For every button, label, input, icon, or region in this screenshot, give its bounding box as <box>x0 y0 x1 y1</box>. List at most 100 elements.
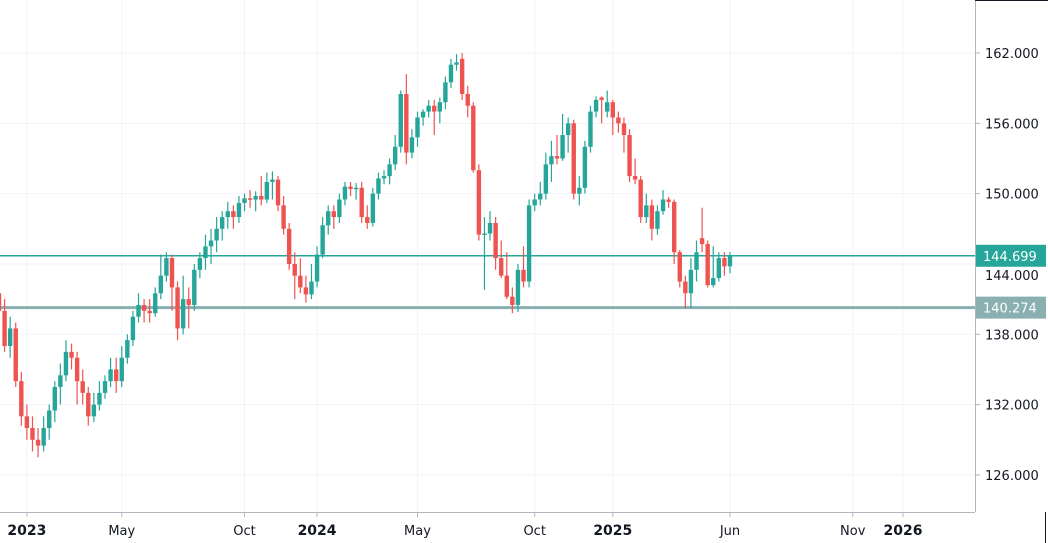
time-tick-label: 2025 <box>593 523 632 539</box>
candle-up <box>337 193 342 223</box>
candle-body <box>515 269 521 305</box>
candle-body <box>275 179 281 206</box>
candle-body <box>130 316 136 341</box>
candle-body <box>164 258 169 276</box>
candle-body <box>392 146 398 165</box>
candle-up <box>420 109 426 126</box>
candle-body <box>577 187 582 194</box>
candle-body <box>320 225 325 255</box>
candle-down <box>231 205 236 229</box>
candle-down <box>298 258 303 294</box>
time-tick-label: Oct <box>233 524 255 539</box>
candle-body <box>437 102 443 112</box>
candle-down <box>113 357 119 393</box>
candle-down <box>80 369 85 405</box>
candle-down <box>2 299 7 352</box>
candle-body <box>175 287 180 329</box>
candle-body <box>141 304 147 311</box>
candle-down <box>459 53 465 100</box>
candle-body <box>671 201 677 253</box>
candle-down <box>671 199 677 264</box>
candle-body <box>655 211 660 229</box>
candle-up <box>376 172 381 200</box>
candle-up <box>7 316 13 358</box>
candle-up <box>197 252 203 279</box>
candle-body <box>365 217 370 223</box>
candle-down <box>432 99 437 136</box>
candle-up <box>387 158 392 185</box>
price-tick-label: 156.000 <box>985 117 1039 132</box>
candle-down <box>493 217 498 270</box>
candle-down <box>147 299 152 323</box>
candle-body <box>554 156 560 159</box>
candle-up <box>47 404 52 440</box>
candle-down <box>705 240 710 288</box>
price-tick-label: 138.000 <box>985 328 1039 343</box>
candle-body <box>203 246 208 259</box>
candle-up <box>688 258 694 309</box>
candle-down <box>281 195 286 235</box>
price-badge-label: 140.274 <box>983 302 1037 317</box>
candle-down <box>359 181 364 223</box>
candle-body <box>292 263 297 276</box>
candle-body <box>526 205 532 282</box>
candle-down <box>554 135 560 165</box>
candle-down <box>638 176 643 223</box>
candle-body <box>532 199 537 206</box>
candle-up <box>270 171 275 200</box>
time-tick-label: Nov <box>840 524 866 539</box>
candle-body <box>632 176 638 180</box>
candle-up <box>727 252 733 274</box>
price-axis[interactable]: 162.000 156.000 150.000 144.000 138.000 132.0… <box>975 47 1039 484</box>
candle-up <box>314 246 320 288</box>
candle-body <box>627 135 632 177</box>
candle-down <box>259 176 264 206</box>
candle-body <box>616 117 621 124</box>
candle-up <box>119 346 124 388</box>
candle-down <box>510 287 515 314</box>
candle-body <box>102 381 108 393</box>
time-axis[interactable]: 2023 May Oct 2024 May Oct 2025 Jun Nov 2026 <box>7 512 922 539</box>
candle-down <box>331 205 336 229</box>
candle-up <box>660 190 666 215</box>
candle-up <box>91 392 97 423</box>
candle-body <box>286 228 292 264</box>
candle-down <box>348 181 353 196</box>
candle-down <box>74 351 80 405</box>
candle-body <box>309 281 314 295</box>
time-tick-label: May <box>108 524 135 539</box>
candle-body <box>86 392 91 417</box>
candle-body <box>504 275 509 297</box>
candle-body <box>376 178 381 194</box>
candle-body <box>471 105 476 171</box>
candle-body <box>621 123 627 136</box>
candle-up <box>192 263 197 311</box>
candle-body <box>220 217 225 229</box>
time-tick-label: 2024 <box>298 523 337 539</box>
candle-body <box>259 195 264 200</box>
candle-down <box>13 322 18 388</box>
candle-body <box>236 203 242 218</box>
candle-body <box>370 193 376 223</box>
candle-body <box>387 164 392 177</box>
candle-body <box>716 258 722 279</box>
candle-body <box>69 351 74 358</box>
candle-body <box>74 357 80 382</box>
candle-body <box>35 439 41 446</box>
candle-down <box>471 102 476 173</box>
candle-body <box>97 392 102 405</box>
candle-body <box>314 254 320 282</box>
candle-down <box>504 252 509 300</box>
candle-up <box>130 310 136 346</box>
candle-body <box>510 296 515 305</box>
candle-body <box>582 146 588 188</box>
candle-up <box>711 246 716 288</box>
time-tick-label: May <box>404 524 431 539</box>
candle-up <box>426 99 431 118</box>
candle-down <box>722 252 727 276</box>
candle-up <box>63 340 69 382</box>
candle-body <box>699 238 705 245</box>
candle-up <box>392 135 398 171</box>
candle-down <box>499 240 504 279</box>
